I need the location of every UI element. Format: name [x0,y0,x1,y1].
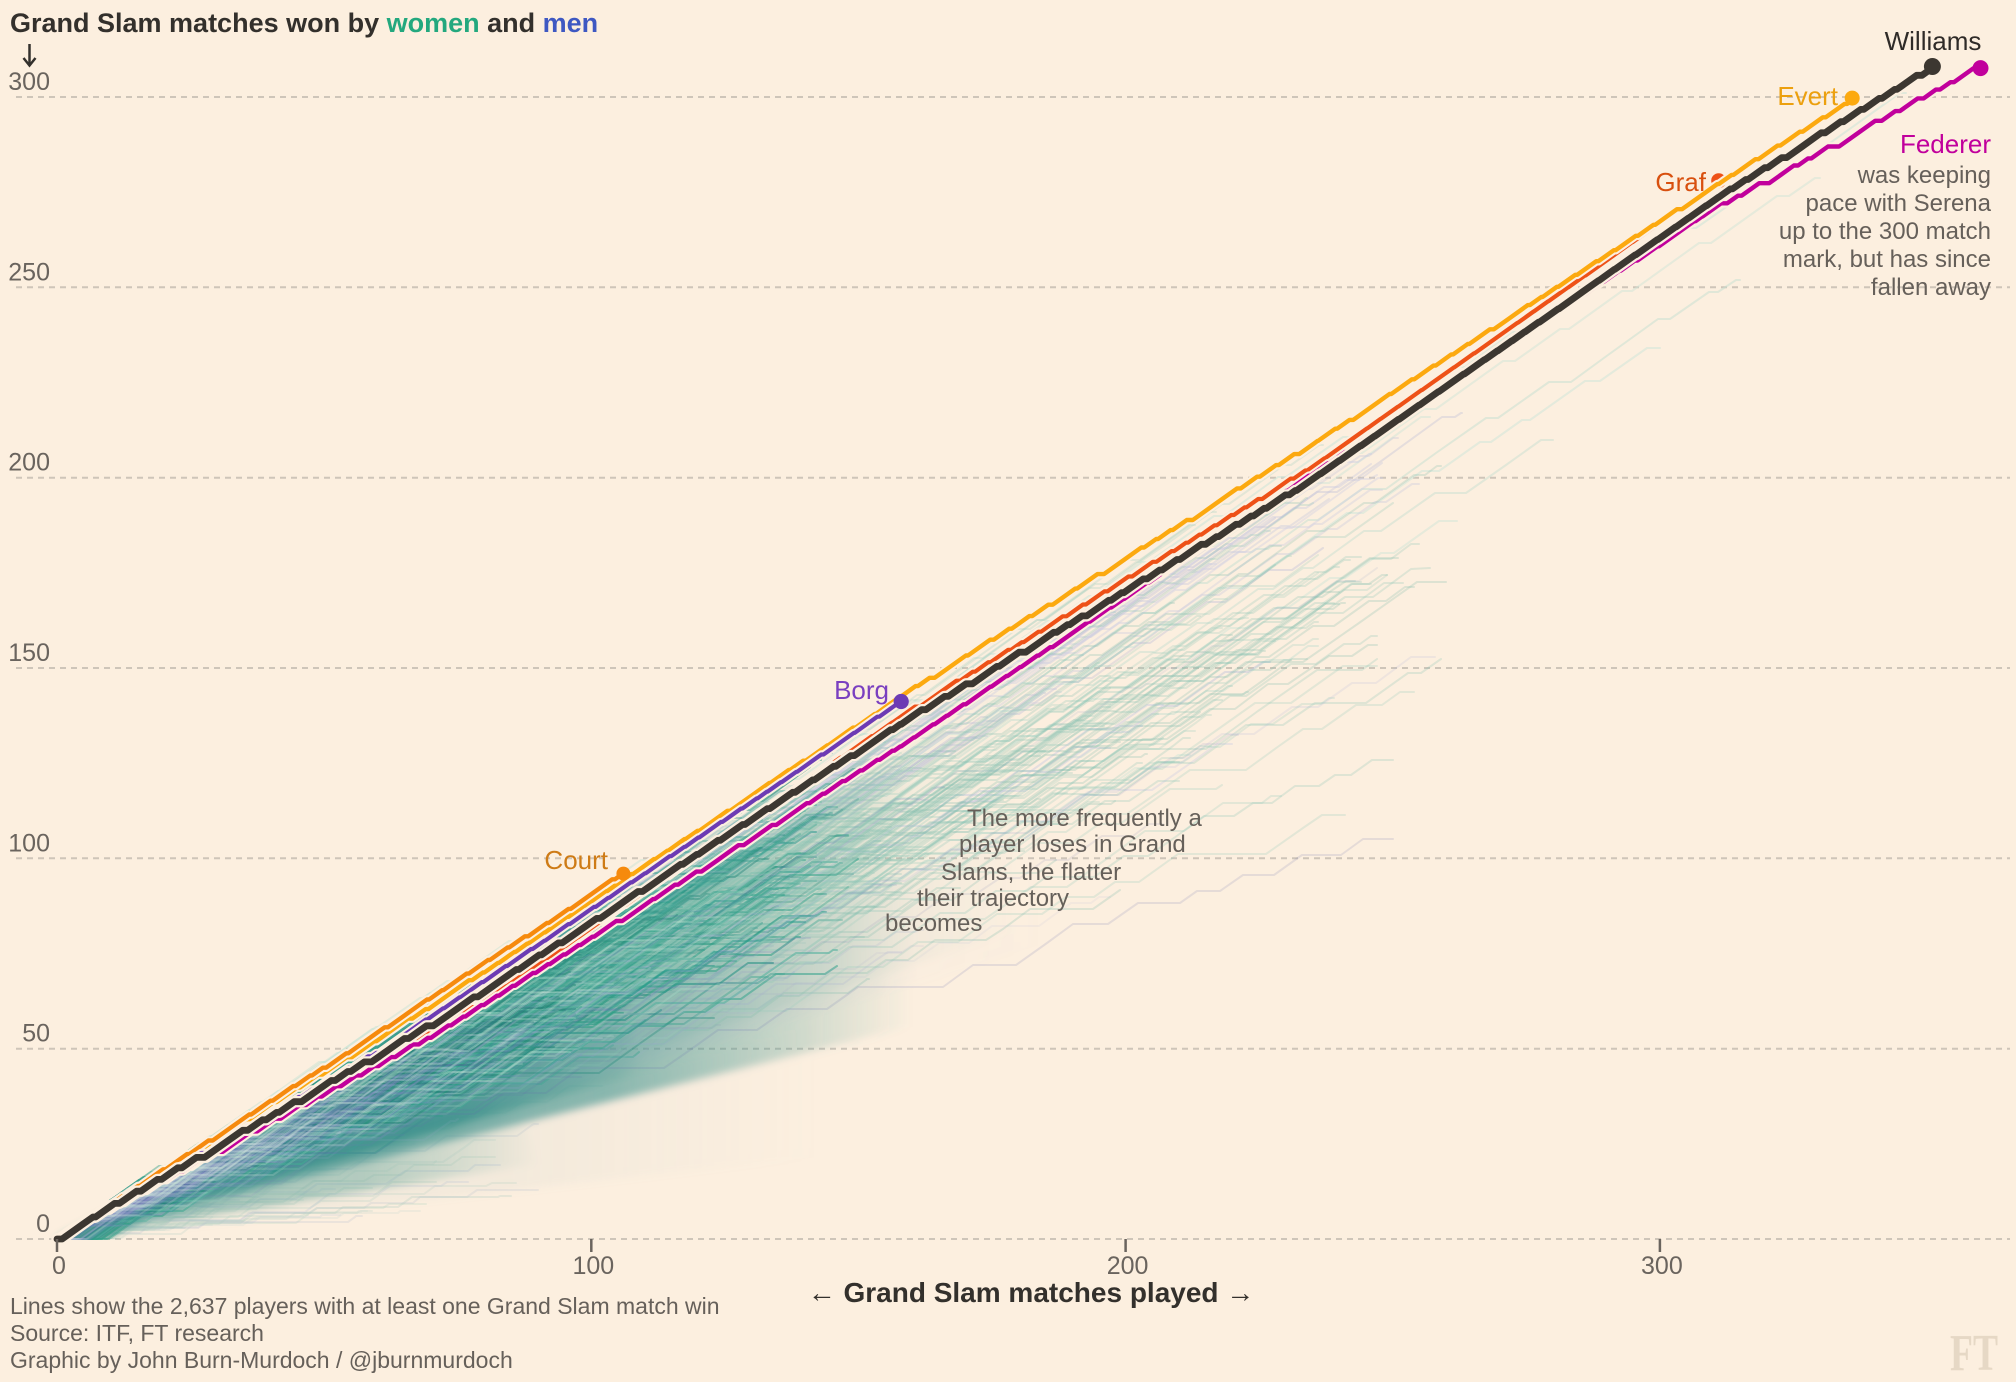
svg-text:Slams, the flatter: Slams, the flatter [941,859,1121,886]
svg-text:mark, but has since: mark, but has since [1783,246,1991,273]
svg-text:their trajectory: their trajectory [917,885,1069,912]
svg-text:0: 0 [52,1252,66,1280]
svg-text:becomes: becomes [885,910,982,937]
svg-text:Graf: Graf [1655,167,1706,197]
svg-text:was keeping: was keeping [1857,162,1991,189]
svg-text:Lines show the 2,637 players w: Lines show the 2,637 players with at lea… [10,1293,720,1319]
svg-text:250: 250 [8,258,50,286]
svg-text:Williams: Williams [1885,26,1982,56]
svg-text:0: 0 [36,1210,50,1238]
svg-text:pace with Serena: pace with Serena [1806,190,1992,217]
svg-text:100: 100 [8,829,50,857]
svg-text:Borg: Borg [834,675,889,705]
svg-text:Grand Slam matches won by wome: Grand Slam matches won by women and men [10,8,598,38]
svg-text:← Grand Slam matches played →: ← Grand Slam matches played → [808,1277,1255,1308]
svg-text:Graphic by John Burn-Murdoch /: Graphic by John Burn-Murdoch / @jburnmur… [10,1347,513,1373]
svg-text:100: 100 [572,1252,614,1280]
svg-text:Evert: Evert [1777,81,1838,111]
svg-text:fallen away: fallen away [1871,274,1991,301]
svg-text:The more frequently a: The more frequently a [967,805,1202,832]
svg-text:200: 200 [8,449,50,477]
svg-text:200: 200 [1107,1252,1149,1280]
svg-text:300: 300 [8,68,50,96]
svg-text:up to the 300 match: up to the 300 match [1779,218,1991,245]
svg-text:Source: ITF, FT research: Source: ITF, FT research [10,1320,264,1346]
svg-text:Court: Court [544,845,608,875]
svg-text:Federer: Federer [1900,129,1991,159]
svg-text:FT: FT [1950,1325,1998,1382]
svg-text:150: 150 [8,639,50,667]
svg-text:50: 50 [22,1020,50,1048]
svg-text:300: 300 [1641,1252,1683,1280]
svg-text:player loses in Grand: player loses in Grand [959,831,1186,858]
